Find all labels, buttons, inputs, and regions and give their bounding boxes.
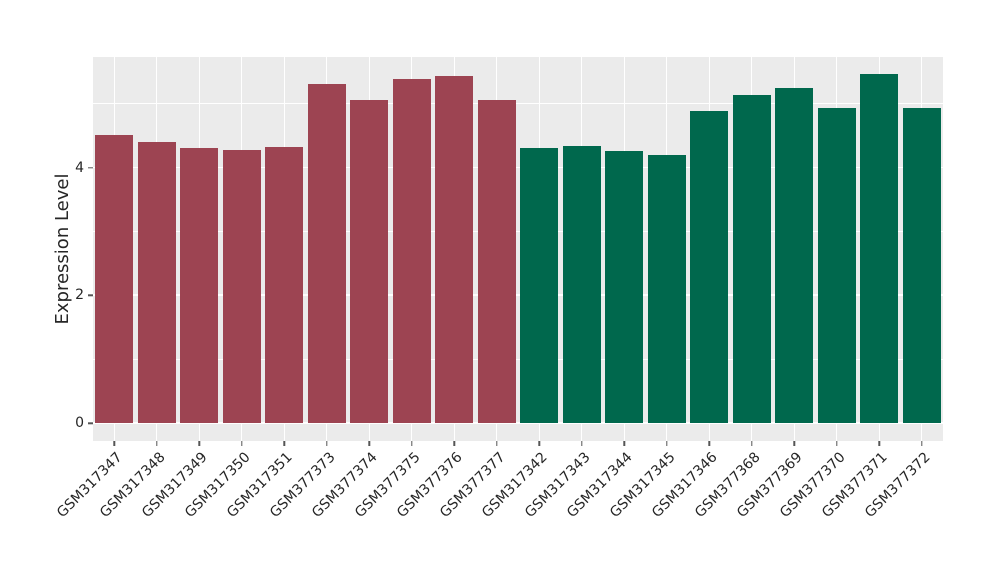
x-tick-mark xyxy=(368,441,370,446)
bar-GSM317349 xyxy=(180,148,219,424)
h-gridline-2 xyxy=(93,294,943,297)
y-axis-title: Expression Level xyxy=(52,173,73,325)
x-tick-mark xyxy=(666,441,668,446)
h-gridline-5 xyxy=(93,102,943,105)
bar-GSM317350 xyxy=(222,150,261,424)
x-tick-mark xyxy=(156,441,158,446)
y-tick-mark xyxy=(88,166,93,169)
x-tick-mark xyxy=(836,441,838,446)
x-tick-mark xyxy=(581,441,583,446)
bar-GSM377371 xyxy=(860,74,899,424)
h-gridline-0 xyxy=(93,422,943,424)
x-tick-mark xyxy=(198,441,200,446)
y-tick-mark xyxy=(88,294,93,297)
x-tick-mark xyxy=(878,441,880,446)
bar-GSM317348 xyxy=(137,141,176,424)
x-tick-mark xyxy=(241,441,243,446)
bar-GSM377373 xyxy=(307,84,346,424)
h-gridline-3 xyxy=(93,230,943,233)
bar-GSM317342 xyxy=(520,147,559,424)
bar-GSM377368 xyxy=(732,94,771,424)
x-tick-mark xyxy=(921,441,923,446)
x-tick-mark xyxy=(623,441,625,446)
y-tick-label: 2 xyxy=(75,287,84,304)
plot-panel xyxy=(93,57,943,441)
y-tick-label: 4 xyxy=(75,159,84,176)
y-tick-mark xyxy=(88,422,93,424)
x-tick-mark xyxy=(538,441,540,446)
y-tick-label: 0 xyxy=(75,415,84,432)
x-tick-mark xyxy=(453,441,455,446)
bar-GSM317343 xyxy=(562,145,601,424)
bar-GSM377375 xyxy=(392,79,431,424)
h-gridline-1 xyxy=(93,358,943,360)
bar-GSM377377 xyxy=(477,100,516,424)
bar-GSM377374 xyxy=(350,100,389,424)
bar-GSM377370 xyxy=(817,108,856,424)
bar-GSM317346 xyxy=(690,111,729,424)
bar-GSM317344 xyxy=(605,150,644,424)
bar-GSM317347 xyxy=(95,134,134,424)
x-tick-mark xyxy=(496,441,498,446)
x-tick-label-GSM377372: GSM377372 xyxy=(861,449,934,521)
bar-GSM377376 xyxy=(435,75,474,424)
x-tick-mark xyxy=(411,441,413,446)
bar-GSM377372 xyxy=(902,108,941,424)
h-gridline-4 xyxy=(93,166,943,169)
x-tick-mark xyxy=(113,441,115,446)
x-tick-mark xyxy=(708,441,710,446)
x-tick-mark xyxy=(283,441,285,446)
bar-GSM377369 xyxy=(775,87,814,424)
x-tick-mark xyxy=(326,441,328,446)
bar-GSM317345 xyxy=(647,155,686,424)
x-tick-mark xyxy=(793,441,795,446)
bar-GSM317351 xyxy=(265,147,304,424)
x-tick-mark xyxy=(751,441,753,446)
